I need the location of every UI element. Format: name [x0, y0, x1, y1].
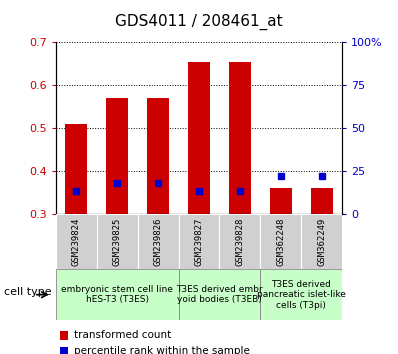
- Bar: [65, 124, 88, 214]
- Bar: [179, 269, 260, 320]
- Text: percentile rank within the sample: percentile rank within the sample: [74, 346, 250, 354]
- Text: cell type: cell type: [4, 287, 52, 297]
- Text: transformed count: transformed count: [74, 330, 172, 340]
- Bar: [310, 188, 333, 214]
- Text: GSM239827: GSM239827: [195, 217, 203, 266]
- Bar: [56, 214, 97, 269]
- Text: GSM239826: GSM239826: [154, 217, 162, 266]
- Bar: [229, 62, 251, 214]
- Bar: [106, 98, 129, 214]
- Bar: [269, 188, 292, 214]
- Text: GSM239828: GSM239828: [236, 217, 244, 266]
- Text: GSM239824: GSM239824: [72, 217, 81, 266]
- Bar: [60, 347, 68, 354]
- Bar: [147, 98, 169, 214]
- Bar: [60, 331, 68, 340]
- Bar: [179, 214, 219, 269]
- Text: GSM362249: GSM362249: [317, 217, 326, 266]
- Text: T3ES derived embr
yoid bodies (T3EB): T3ES derived embr yoid bodies (T3EB): [176, 285, 263, 304]
- Bar: [301, 214, 342, 269]
- Bar: [260, 269, 342, 320]
- Bar: [138, 214, 179, 269]
- Text: embryonic stem cell line
hES-T3 (T3ES): embryonic stem cell line hES-T3 (T3ES): [61, 285, 173, 304]
- Bar: [97, 214, 138, 269]
- Text: GDS4011 / 208461_at: GDS4011 / 208461_at: [115, 14, 283, 30]
- Bar: [219, 214, 260, 269]
- Text: GSM239825: GSM239825: [113, 217, 122, 266]
- Text: T3ES derived
pancreatic islet-like
cells (T3pi): T3ES derived pancreatic islet-like cells…: [257, 280, 346, 310]
- Bar: [260, 214, 301, 269]
- Bar: [56, 269, 179, 320]
- Text: GSM362248: GSM362248: [276, 217, 285, 266]
- Bar: [188, 62, 210, 214]
